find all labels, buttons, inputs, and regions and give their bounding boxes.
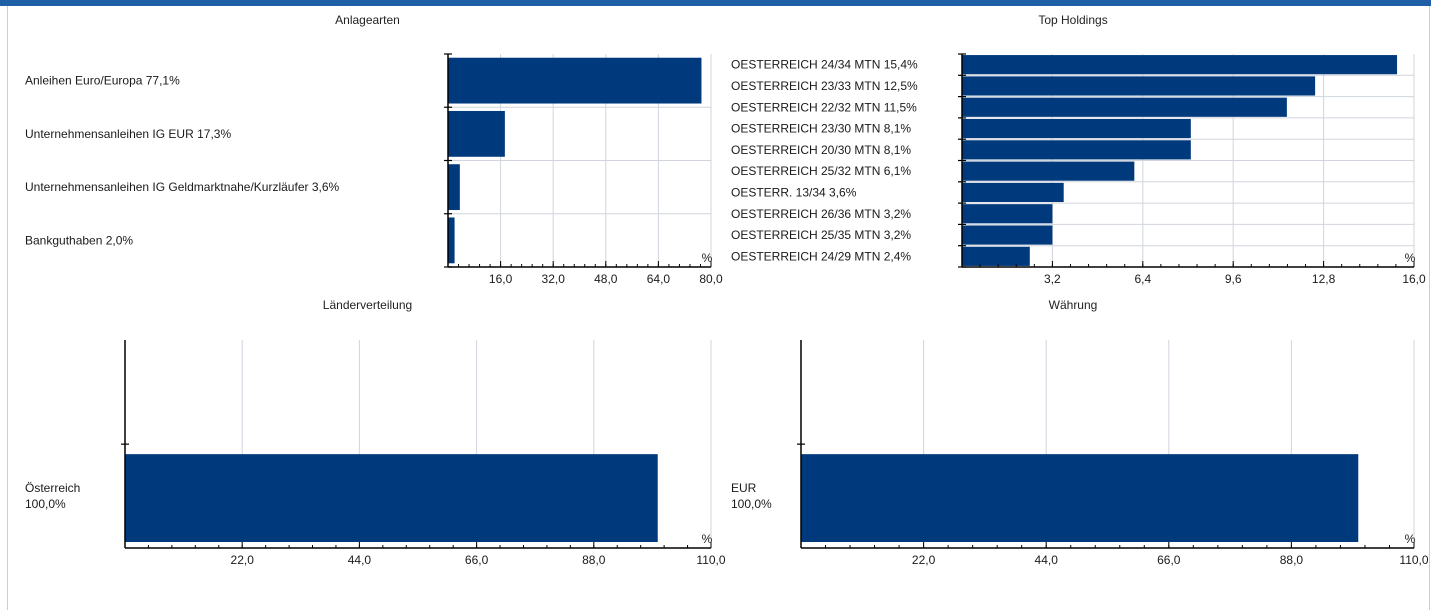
bar	[448, 110, 505, 157]
asset-classes-title: Anlagearten	[335, 13, 400, 27]
category-label: OESTERREICH 23/30 MTN 8,1%	[731, 122, 911, 136]
category-label: OESTERREICH 20/30 MTN 8,1%	[731, 143, 911, 157]
content-frame	[7, 6, 1430, 610]
x-tick-label: 110,0	[1399, 553, 1428, 567]
top-holdings-panel: Top Holdings OESTERREICH 24/34 MTN 15,4%…	[715, 0, 1431, 300]
bar	[962, 140, 1191, 160]
x-tick-label: 88,0	[1280, 553, 1304, 567]
bar	[962, 204, 1053, 224]
category-label: 100,0%	[25, 497, 66, 511]
x-tick-label: 110,0	[696, 553, 725, 567]
bar	[962, 76, 1316, 96]
top-holdings-title: Top Holdings	[1038, 13, 1108, 27]
unit-label: %	[1405, 532, 1416, 546]
currency-chart: EUR 100,0% 22,0 44,0 66,0 88,0 110,0%	[731, 340, 1429, 567]
category-label: OESTERR. 13/34 3,6%	[731, 185, 857, 199]
bar	[962, 246, 1030, 266]
top-accent-bar	[0, 0, 1431, 6]
x-tick-label: 88,0	[582, 553, 606, 567]
x-tick-label: 66,0	[1157, 553, 1181, 567]
bar	[125, 454, 658, 543]
bar	[962, 97, 1287, 117]
unit-label: %	[1405, 251, 1416, 265]
bar	[962, 55, 1398, 75]
x-tick-label: 64,0	[647, 272, 671, 286]
category-label: 100,0%	[731, 497, 772, 511]
x-tick-label: 9,6	[1225, 272, 1242, 286]
top-holdings-chart: OESTERREICH 24/34 MTN 15,4% OESTERREICH 2…	[731, 53, 1426, 286]
bar	[801, 454, 1359, 543]
currency-title: Währung	[1048, 298, 1098, 312]
x-tick-label: 6,4	[1134, 272, 1151, 286]
currency-panel: Währung EUR 100,0% 22,0 44,0 66,0 88,0 110,0%	[715, 298, 1431, 610]
x-tick-label: 80,0	[699, 272, 723, 286]
bar	[962, 182, 1064, 203]
x-tick-label: 44,0	[348, 553, 372, 567]
x-tick-label: 16,0	[1402, 272, 1426, 286]
asset-classes-chart: Anleihen Euro/Europa 77,1% Unternehmensan…	[25, 53, 723, 286]
category-label: Anleihen Euro/Europa 77,1%	[25, 74, 180, 88]
countries-title: Länderverteilung	[322, 298, 413, 312]
category-label: OESTERREICH 24/34 MTN 15,4%	[731, 58, 918, 72]
unit-label: %	[702, 532, 713, 546]
asset-classes-panel: Anlagearten Anleihen Euro/Europa 77,1% Un…	[0, 0, 735, 300]
category-label: OESTERREICH 25/35 MTN 3,2%	[731, 228, 911, 242]
category-label: OESTERREICH 26/36 MTN 3,2%	[731, 207, 911, 221]
x-tick-label: 3,2	[1044, 272, 1061, 286]
category-label: Unternehmensanleihen IG Geldmarktnahe/Ku…	[25, 180, 340, 194]
bar	[962, 118, 1191, 139]
category-label: Unternehmensanleihen IG EUR 17,3%	[25, 127, 231, 141]
x-tick-label: 44,0	[1035, 553, 1059, 567]
bar	[962, 161, 1135, 181]
bar	[448, 217, 455, 264]
category-label: Bankguthaben 2,0%	[25, 233, 133, 247]
countries-panel: Länderverteilung Österreich 100,0% 22,0 44,…	[0, 298, 735, 610]
unit-label: %	[702, 251, 713, 265]
x-tick-label: 32,0	[542, 272, 566, 286]
x-tick-label: 48,0	[594, 272, 618, 286]
bar	[962, 225, 1053, 245]
x-tick-label: 16,0	[489, 272, 513, 286]
x-tick-label: 66,0	[465, 553, 489, 567]
category-label: OESTERREICH 22/32 MTN 11,5%	[731, 100, 917, 114]
category-label: OESTERREICH 23/33 MTN 12,5%	[731, 79, 918, 93]
category-label: EUR	[731, 481, 757, 495]
x-tick-label: 22,0	[912, 553, 936, 567]
bar	[448, 57, 702, 104]
countries-chart: Österreich 100,0% 22,0 44,0 66,0 88,0 110,0%	[25, 340, 726, 567]
category-label: OESTERREICH 25/32 MTN 6,1%	[731, 164, 911, 178]
x-tick-label: 22,0	[231, 553, 255, 567]
category-label: OESTERREICH 24/29 MTN 2,4%	[731, 249, 911, 263]
bar	[448, 164, 460, 211]
category-label: Österreich	[25, 481, 80, 495]
x-tick-label: 12,8	[1312, 272, 1336, 286]
